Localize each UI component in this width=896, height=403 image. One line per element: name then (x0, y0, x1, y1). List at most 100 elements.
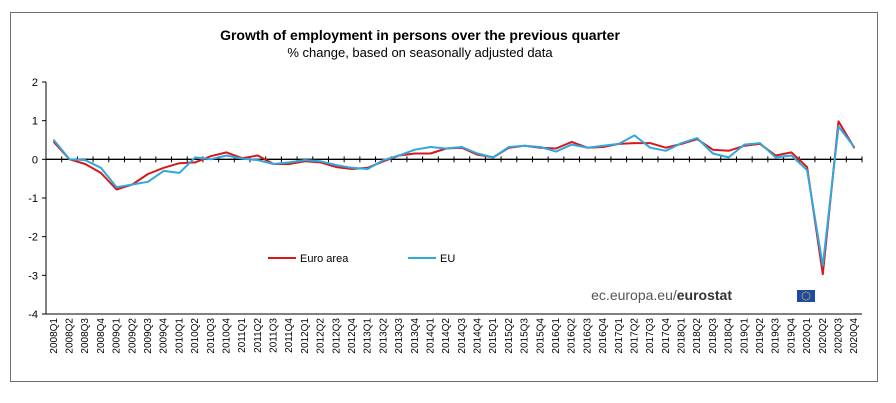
data-point-eu (272, 163, 275, 165)
flag-star (803, 298, 805, 301)
data-point-euro-area (414, 152, 416, 155)
data-point-eu (100, 167, 102, 169)
x-tick-label: 2010Q3 (206, 318, 217, 354)
legend: Euro area EU (268, 253, 455, 265)
data-point-eu (665, 150, 667, 152)
data-point-eu (257, 159, 259, 161)
flag-star (805, 291, 807, 293)
x-tick-label: 2011Q4 (284, 318, 295, 353)
x-tick-label: 2009Q3 (143, 318, 154, 354)
x-tick-label: 2008Q4 (96, 318, 107, 354)
data-point-euro-area (806, 166, 808, 168)
data-point-euro-area (100, 172, 102, 174)
x-tick-label: 2013Q4 (410, 318, 421, 354)
y-tick-label: -4 (28, 309, 38, 321)
data-point-eu (727, 156, 730, 159)
data-point-eu (225, 154, 228, 157)
branding-site: ec.europa.eu/ (591, 287, 677, 303)
data-point-eu (618, 143, 620, 145)
series-layer (53, 120, 856, 276)
data-point-eu (319, 160, 322, 163)
data-point-euro-area (288, 163, 291, 165)
x-tick-label: 2012Q2 (316, 318, 327, 354)
y-tick-label: -3 (28, 270, 38, 282)
data-point-eu (696, 137, 698, 139)
x-tick-label: 2020Q3 (833, 318, 844, 354)
x-tick-label: 2010Q2 (190, 318, 201, 354)
x-tick-label: 2019Q1 (739, 318, 750, 354)
x-tick-label: 2013Q1 (363, 318, 374, 354)
data-point-eu (633, 134, 636, 137)
x-tick-label: 2015Q1 (488, 318, 499, 354)
x-tick-label: 2019Q4 (786, 318, 797, 354)
x-tick-label: 2012Q3 (331, 318, 342, 354)
x-tick-label: 2016Q2 (567, 318, 578, 354)
flag-star (807, 291, 809, 294)
data-point-eu (759, 142, 761, 144)
x-tick-label: 2012Q1 (300, 318, 311, 354)
x-tick-label: 2015Q4 (535, 318, 546, 354)
data-point-eu (837, 125, 840, 128)
data-point-eu (366, 168, 369, 170)
flag-star (803, 291, 805, 294)
chart-subtitle: % change, based on seasonally adjusted d… (287, 45, 553, 60)
branding-name: eurostat (677, 287, 733, 303)
data-point-euro-area (649, 142, 651, 144)
data-point-euro-area (837, 120, 840, 123)
data-point-eu (570, 143, 573, 146)
data-point-eu (68, 158, 71, 161)
data-point-eu (178, 172, 181, 174)
data-point-eu (806, 169, 808, 171)
flag-star (801, 297, 804, 299)
data-point-eu (743, 143, 746, 146)
data-point-euro-area (210, 155, 212, 157)
x-tick-label: 2013Q2 (378, 318, 389, 354)
data-point-eu (304, 159, 306, 161)
chart-title: Growth of employment in persons over the… (220, 27, 620, 43)
y-tick-label: 1 (32, 116, 38, 128)
data-point-eu (774, 156, 777, 159)
x-tick-label: 2018Q3 (708, 318, 719, 354)
data-point-eu (492, 156, 495, 159)
data-point-euro-area (822, 273, 824, 276)
data-point-eu (53, 139, 55, 141)
data-point-euro-area (429, 152, 432, 155)
x-tick-label: 2009Q1 (112, 318, 123, 354)
data-point-eu (210, 158, 212, 161)
x-tick-label: 2019Q2 (755, 318, 766, 354)
x-tick-label: 2016Q1 (551, 318, 562, 354)
data-point-eu (476, 152, 479, 155)
y-tick-label: -1 (28, 193, 38, 205)
eu-flag-stars-icon (801, 291, 811, 301)
data-point-eu (649, 146, 651, 149)
x-tick-label: 2016Q4 (598, 318, 609, 354)
legend-label-euro-area: Euro area (300, 253, 349, 265)
eu-flag-icon (797, 290, 815, 302)
x-tick-label: 2009Q4 (159, 318, 170, 354)
data-point-eu (680, 142, 683, 144)
flag-star (808, 297, 811, 299)
data-point-euro-area (84, 163, 86, 165)
x-tick-label: 2015Q2 (504, 318, 515, 354)
data-point-eu (712, 152, 714, 155)
chart-frame (10, 12, 878, 382)
data-point-euro-area (633, 142, 636, 144)
x-tick-label: 2011Q3 (269, 318, 280, 353)
data-point-euro-area (665, 146, 667, 149)
data-point-eu (790, 154, 793, 157)
x-tick-label: 2017Q3 (645, 318, 656, 354)
data-point-eu (398, 154, 400, 157)
data-point-eu (147, 181, 149, 183)
flag-star (808, 293, 811, 295)
y-tick-label: 0 (32, 154, 38, 166)
data-point-euro-area (194, 161, 196, 164)
x-tick-label: 2015Q3 (520, 318, 531, 354)
x-tick-label: 2008Q1 (49, 318, 60, 354)
data-point-euro-area (712, 148, 714, 151)
x-tick-label: 2018Q4 (724, 318, 735, 354)
x-tick-label: 2017Q4 (661, 318, 672, 354)
x-tick-label: 2016Q3 (582, 318, 593, 354)
x-tick-label: 2017Q1 (614, 318, 625, 354)
data-point-eu (115, 186, 118, 188)
